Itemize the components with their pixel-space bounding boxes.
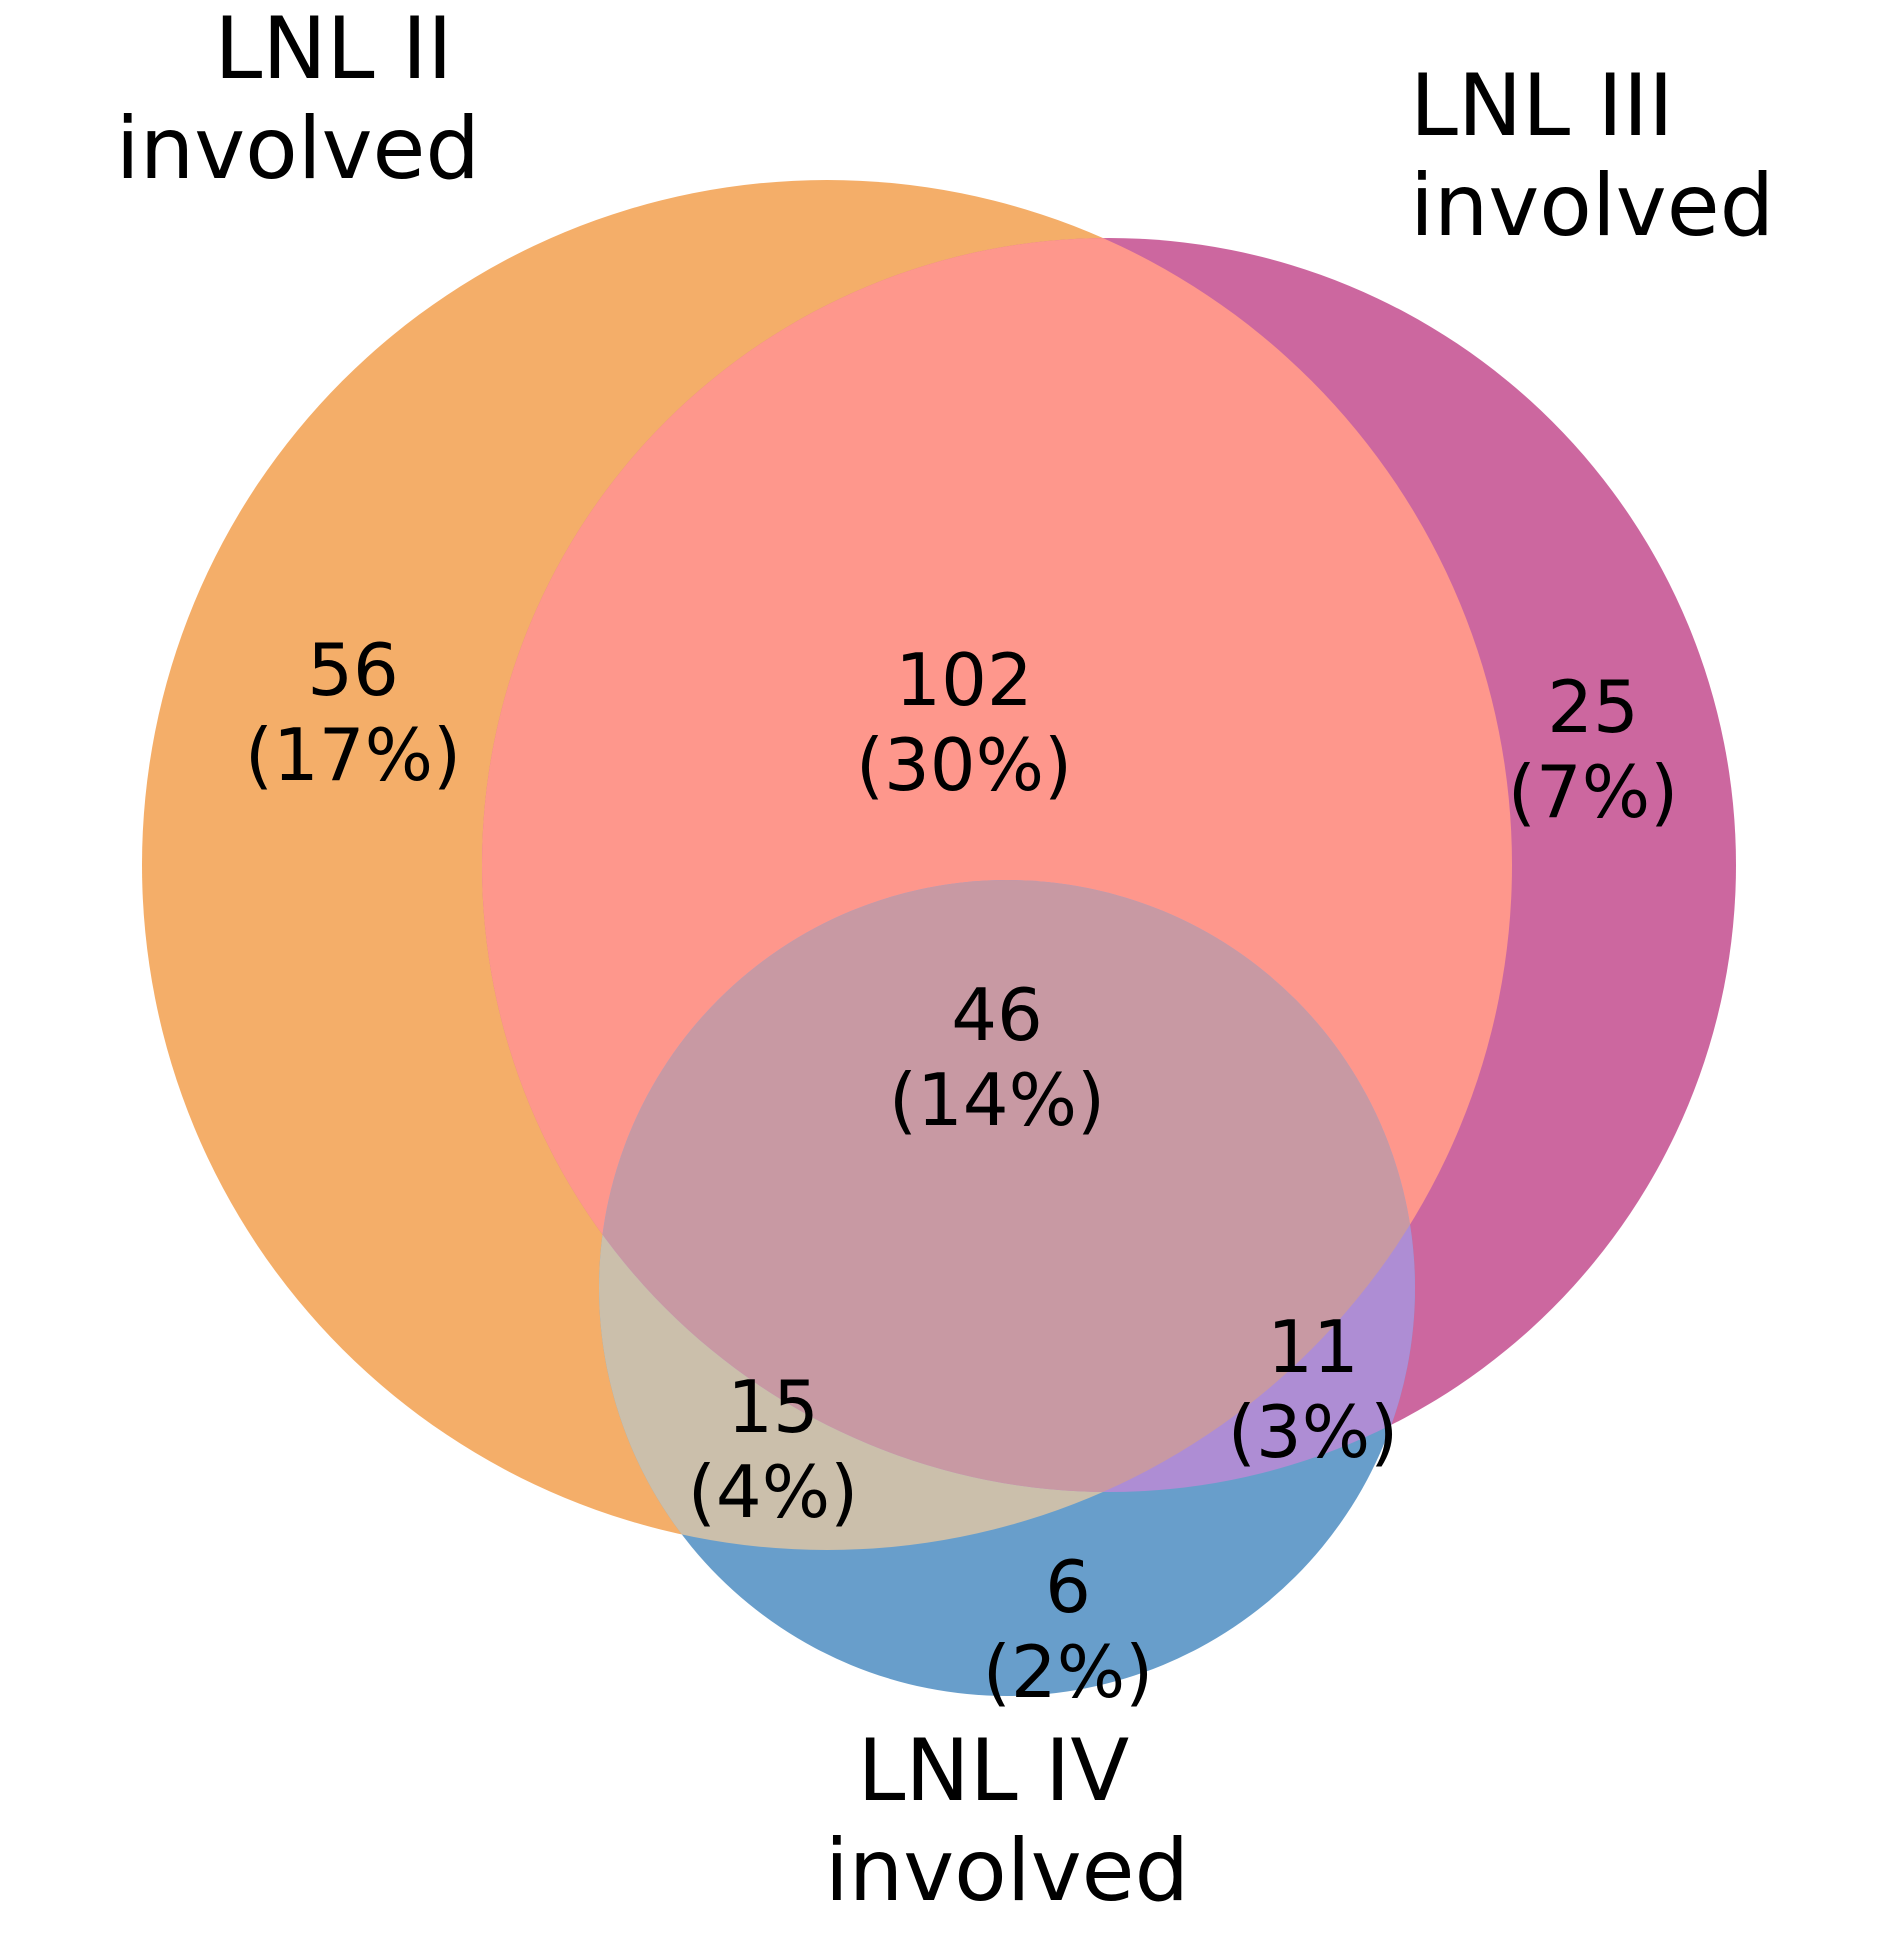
set-label-lnl-iv-line1: LNL IV: [857, 1721, 1129, 1821]
set-label-lnl-ii-line1: LNL II: [214, 0, 452, 99]
region-iii-only-percent: (7%): [1508, 750, 1678, 834]
overlap-ii-iii-iv: [599, 880, 1415, 1492]
set-label-lnl-ii: LNL II involved: [116, 0, 480, 199]
set-label-lnl-iii-line2: involved: [1410, 156, 1774, 256]
region-iv-only-percent: (2%): [983, 1630, 1153, 1714]
region-ii-iv-percent: (4%): [688, 1450, 858, 1534]
region-ii-iii-count: 102: [895, 638, 1032, 722]
region-ii-iii-iv-count: 46: [951, 973, 1043, 1057]
region-ii-only-count: 56: [307, 628, 399, 712]
region-iii-only-count: 25: [1547, 665, 1639, 749]
set-label-lnl-iv-line2: involved: [825, 1821, 1189, 1921]
set-label-lnl-iv: LNL IV involved: [825, 1721, 1189, 1921]
region-iii-iv-percent: (3%): [1228, 1390, 1398, 1474]
set-label-lnl-iii-line1: LNL III: [1410, 56, 1674, 156]
region-iv-only-count: 6: [1045, 1545, 1091, 1629]
region-ii-iii-iv-percent: (14%): [889, 1058, 1105, 1142]
region-iii-iv-count: 11: [1267, 1305, 1359, 1389]
region-ii-iii-percent: (30%): [856, 723, 1072, 807]
set-label-lnl-iii: LNL III involved: [1410, 56, 1774, 256]
region-ii-iv-count: 15: [727, 1365, 819, 1449]
set-label-lnl-ii-line2: involved: [116, 99, 480, 199]
region-ii-only-percent: (17%): [245, 713, 461, 797]
